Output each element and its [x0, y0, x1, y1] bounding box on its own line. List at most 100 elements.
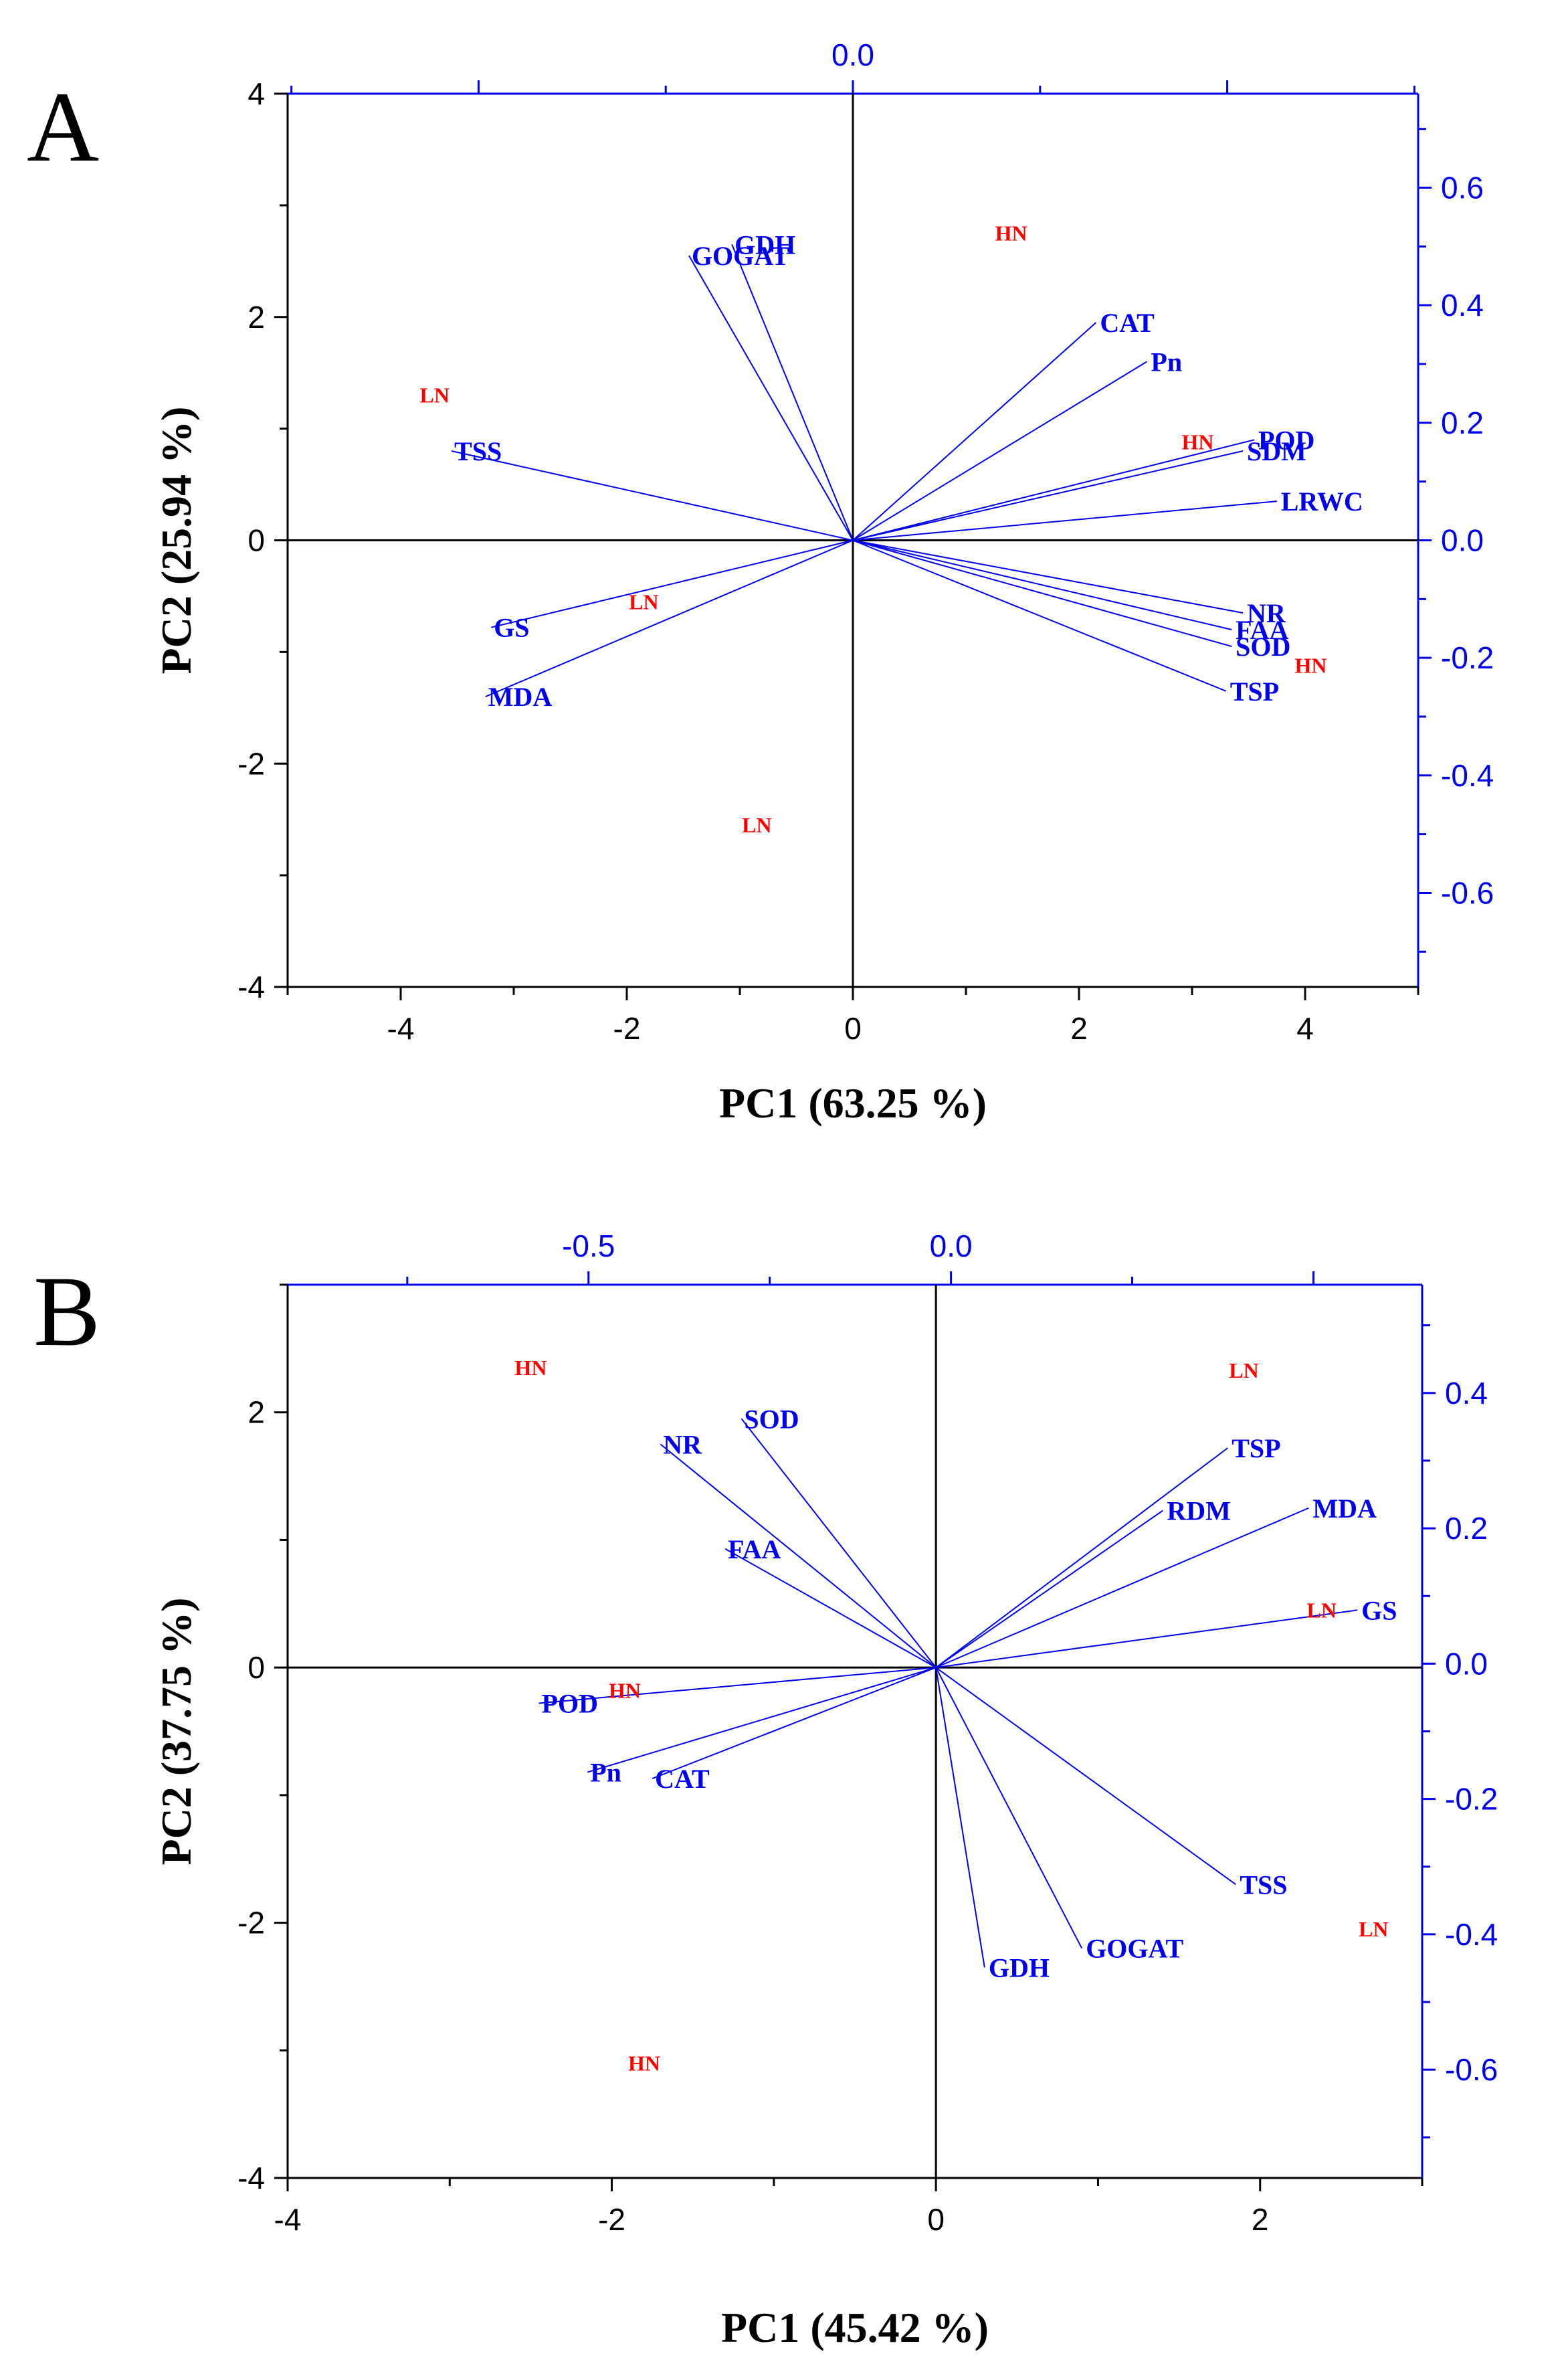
- panel-a-vector-tsp: [852, 539, 1227, 692]
- panel-a-vector-pod: [852, 439, 1255, 541]
- panel-a-y-tick-label: 2: [248, 300, 265, 335]
- panel-a-right-tick-label: -0.2: [1441, 640, 1494, 675]
- panel-a-x-tick-label: 4: [1296, 1011, 1314, 1046]
- panel-b-vector-pn: [587, 1667, 937, 1773]
- panel-b-variable-label-nr: NR: [663, 1429, 702, 1459]
- panel-b-x-tick-label: -2: [598, 2202, 625, 2237]
- panel-b-score-label-ln: LN: [1307, 1598, 1337, 1622]
- panel-b-score-label-ln: LN: [1229, 1358, 1258, 1382]
- panel-a-right-tick-label: 0.0: [1441, 523, 1484, 558]
- panel-b-variable-label-gogat: GOGAT: [1086, 1934, 1183, 1964]
- panel-b-vector-tss: [935, 1667, 1236, 1886]
- panel-b-variable-label-pod: POD: [542, 1689, 598, 1719]
- panel-a-y-tick-label: 4: [248, 76, 265, 111]
- panel-b-biplot: B -4 -2 0 2 -4 -2 0 2 -0.5 0.0 0.4 0.2 0.0 -0.2 -0.4 -0…: [33, 1228, 1498, 2351]
- panel-b-variable-label-gs: GS: [1361, 1595, 1397, 1625]
- panel-b-right-tick-label: -0.2: [1445, 1782, 1498, 1817]
- panel-a-right-tick-label: 0.4: [1441, 288, 1484, 323]
- panel-a-letter: A: [27, 72, 99, 183]
- panel-a-vector-pn: [852, 361, 1147, 541]
- panel-a-x-tick-label: 2: [1070, 1011, 1088, 1046]
- panel-a-vector-gogat: [688, 255, 854, 541]
- panel-b-right-tick-label: 0.0: [1445, 1646, 1488, 1681]
- panel-a-x-tick-label: -4: [387, 1011, 415, 1046]
- panel-a-vector-gs: [490, 539, 854, 628]
- panel-a-vector-lrwc: [852, 500, 1277, 541]
- panel-a-x-axis-title: PC1 (63.25 %): [719, 1079, 987, 1127]
- panel-b-vector-gs: [936, 1609, 1358, 1669]
- panel-a-vector-mda: [485, 539, 854, 698]
- panel-b-y-tick-label: 0: [248, 1650, 265, 1685]
- panel-a-score-label-hn: HN: [1294, 653, 1327, 677]
- panel-a-axes: -4 -2 0 2 4 -4 -2 0 2 4 0.0 0.6 0.4 0.2 0.0 -0.2 -0.4 -0.…: [237, 37, 1494, 1046]
- panel-a-variable-label-gdh: GDH: [734, 230, 795, 260]
- panel-b-score-label-ln: LN: [1359, 1917, 1388, 1941]
- panel-b-right-tick-label: -0.4: [1445, 1917, 1498, 1952]
- panel-a-variable-label-sdm: SDM: [1247, 436, 1306, 466]
- panel-a-variable-label-pod: POD: [1258, 425, 1314, 455]
- panel-a-y-tick-label: 0: [248, 523, 265, 558]
- panel-a-variable-label-cat: CAT: [1100, 308, 1155, 338]
- panel-b-x-axis-title: PC1 (45.42 %): [721, 2304, 989, 2351]
- panel-b-vector-cat: [652, 1667, 937, 1779]
- panel-b-variable-label-cat: CAT: [655, 1764, 710, 1794]
- panel-a-variable-label-mda: MDA: [488, 682, 553, 712]
- panel-a-vector-gdh: [731, 244, 854, 541]
- panel-a-score-label-ln: LN: [629, 589, 658, 614]
- panel-a-score-label-hn: HN: [1181, 430, 1213, 454]
- panel-a-variable-label-sod: SOD: [1236, 632, 1290, 662]
- panel-b-y-tick-label: -2: [237, 1906, 265, 1940]
- panel-b-vector-nr: [660, 1443, 937, 1668]
- panel-b-loading-vectors: [538, 1418, 1358, 1968]
- panel-a-variable-label-gogat: GOGAT: [692, 241, 789, 271]
- panel-a-variable-label-tss: TSS: [454, 436, 502, 466]
- panel-b-vector-faa: [724, 1548, 937, 1669]
- panel-b-axes: -4 -2 0 2 -4 -2 0 2 -0.5 0.0 0.4 0.2 0.0 -0.2 -0.4 -0.6: [237, 1228, 1498, 2237]
- panel-a-variable-label-pn: Pn: [1151, 347, 1182, 377]
- panel-a-y-tick-label: -4: [237, 970, 265, 1004]
- panel-a-right-tick-label: -0.4: [1441, 758, 1494, 793]
- panel-a-biplot: A -4 -2 0 2 4-4-20240.00.60.40.20.0-0.2-0.4-…: [27, 37, 1494, 1127]
- panel-a-variable-label-gs: GS: [494, 613, 529, 643]
- panel-b-variable-label-tss: TSS: [1240, 1870, 1287, 1900]
- panel-b-x-tick-label: 0: [927, 2202, 945, 2237]
- panel-a-loading-vectors: [451, 244, 1277, 698]
- panel-b-variable-label-gdh: GDH: [989, 1952, 1050, 1983]
- panel-a-vector-faa: [852, 539, 1232, 630]
- panel-a-score-label-ln: LN: [742, 813, 771, 837]
- panel-a-vector-cat: [852, 322, 1097, 541]
- panel-b-variable-label-tsp: TSP: [1232, 1433, 1280, 1463]
- panel-a-right-tick-label: 0.6: [1441, 171, 1484, 205]
- panel-b-right-tick-label: 0.4: [1445, 1376, 1488, 1410]
- panel-b-score-label-hn: HN: [609, 1678, 641, 1702]
- panel-a-x-tick-label: -2: [613, 1011, 641, 1046]
- panel-b-vector-rdm: [935, 1510, 1163, 1668]
- panel-a-vector-nr: [852, 539, 1244, 614]
- panel-b-score-label-hn: HN: [514, 1356, 547, 1380]
- panel-b-vector-gogat: [935, 1667, 1083, 1949]
- panel-b-x-tick-label: 2: [1252, 2202, 1269, 2237]
- panel-b-y-tick-label: 2: [248, 1395, 265, 1430]
- panel-a-top-tick-label: 0.0: [831, 37, 874, 72]
- panel-b-variable-label-mda: MDA: [1312, 1493, 1377, 1524]
- panel-b-variable-label-pn: Pn: [590, 1758, 621, 1788]
- panel-a-variable-label-tsp: TSP: [1230, 676, 1279, 707]
- panel-b-score-label-hn: HN: [628, 2051, 660, 2075]
- panel-b-right-tick-label: -0.6: [1445, 2052, 1498, 2087]
- panel-b-vector-pod: [538, 1667, 937, 1704]
- panel-b-vector-sod: [741, 1418, 937, 1668]
- panel-a-vector-tss: [451, 450, 854, 541]
- panel-b-labels: SOD NR FAA TSP RDM MDA GS POD Pn CAT TSS GOGAT GDH HN…: [514, 1356, 1397, 2075]
- panel-a-vector-sdm: [852, 450, 1244, 541]
- panel-b-vector-gdh: [935, 1667, 985, 1968]
- panel-b-top-tick-label: -0.5: [562, 1228, 615, 1263]
- panel-b-top-tick-label: 0.0: [930, 1228, 973, 1263]
- panel-a-y-tick-label: -2: [237, 746, 265, 781]
- panel-b-variable-label-sod: SOD: [744, 1404, 799, 1434]
- panel-a-variable-label-nr: NR: [1247, 598, 1286, 628]
- panel-a-y-axis-title: PC2 (25.94 %): [153, 407, 200, 674]
- panel-a-score-label-hn: HN: [995, 221, 1027, 246]
- panel-a-variable-label-faa: FAA: [1236, 615, 1288, 645]
